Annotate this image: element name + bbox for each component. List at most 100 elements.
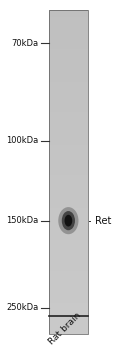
- Bar: [49, 51, 88, 52]
- Bar: [49, 78, 88, 80]
- Bar: [49, 284, 88, 285]
- Bar: [49, 140, 88, 141]
- Bar: [49, 329, 88, 330]
- Bar: [49, 61, 88, 62]
- Bar: [49, 314, 88, 316]
- Bar: [49, 114, 88, 116]
- Bar: [49, 279, 88, 280]
- Bar: [49, 70, 88, 72]
- Bar: [49, 133, 88, 135]
- Bar: [49, 120, 88, 122]
- Bar: [49, 290, 88, 292]
- Bar: [49, 154, 88, 156]
- Bar: [49, 20, 88, 22]
- Bar: [49, 10, 88, 12]
- Bar: [49, 28, 88, 30]
- Bar: [49, 183, 88, 185]
- Bar: [49, 40, 88, 41]
- Bar: [49, 317, 88, 319]
- Bar: [49, 117, 88, 119]
- Bar: [49, 127, 88, 128]
- Bar: [49, 238, 88, 240]
- Bar: [49, 112, 88, 114]
- Bar: [49, 44, 88, 46]
- Bar: [49, 254, 88, 256]
- Text: Rat brain: Rat brain: [47, 311, 83, 346]
- Bar: [49, 219, 88, 220]
- Bar: [49, 143, 88, 145]
- Bar: [49, 275, 88, 277]
- Bar: [49, 227, 88, 229]
- Bar: [49, 96, 88, 98]
- Bar: [49, 204, 88, 206]
- Bar: [49, 91, 88, 93]
- Text: 70kDa: 70kDa: [11, 39, 39, 48]
- Bar: [49, 156, 88, 158]
- Bar: [49, 324, 88, 326]
- Bar: [49, 41, 88, 43]
- Bar: [49, 177, 88, 178]
- Bar: [49, 15, 88, 17]
- Text: 150kDa: 150kDa: [6, 216, 39, 225]
- Bar: [49, 301, 88, 303]
- Bar: [49, 285, 88, 287]
- Bar: [49, 103, 88, 104]
- Bar: [49, 262, 88, 264]
- Bar: [49, 251, 88, 253]
- Bar: [49, 308, 88, 309]
- Bar: [49, 321, 88, 322]
- Bar: [49, 188, 88, 190]
- Bar: [49, 220, 88, 222]
- Bar: [49, 12, 88, 14]
- Bar: [49, 172, 88, 174]
- Bar: [49, 35, 88, 36]
- Bar: [49, 303, 88, 304]
- Bar: [49, 222, 88, 224]
- Bar: [49, 322, 88, 324]
- Bar: [49, 271, 88, 272]
- Bar: [49, 267, 88, 269]
- Bar: [49, 111, 88, 112]
- Bar: [49, 287, 88, 288]
- Bar: [49, 258, 88, 259]
- Bar: [49, 175, 88, 177]
- Bar: [49, 288, 88, 290]
- Bar: [49, 277, 88, 279]
- Bar: [49, 116, 88, 117]
- Ellipse shape: [58, 207, 78, 234]
- Bar: [49, 269, 88, 271]
- Bar: [49, 25, 88, 27]
- Bar: [49, 75, 88, 77]
- Bar: [49, 10, 88, 334]
- Bar: [49, 246, 88, 248]
- Bar: [49, 185, 88, 187]
- Bar: [49, 57, 88, 59]
- Bar: [49, 83, 88, 85]
- Bar: [49, 214, 88, 216]
- Bar: [49, 233, 88, 235]
- Bar: [49, 101, 88, 103]
- Bar: [49, 167, 88, 169]
- Bar: [49, 138, 88, 140]
- Bar: [49, 248, 88, 250]
- Bar: [49, 67, 88, 69]
- Text: 250kDa: 250kDa: [6, 303, 39, 312]
- Bar: [49, 135, 88, 136]
- Bar: [49, 130, 88, 132]
- Bar: [49, 46, 88, 48]
- Bar: [49, 159, 88, 161]
- Bar: [49, 17, 88, 19]
- Bar: [49, 109, 88, 111]
- Bar: [49, 259, 88, 261]
- Bar: [49, 56, 88, 57]
- Bar: [49, 191, 88, 193]
- Bar: [49, 240, 88, 242]
- Bar: [49, 187, 88, 188]
- Bar: [49, 128, 88, 130]
- Bar: [49, 230, 88, 232]
- Bar: [49, 245, 88, 246]
- Bar: [49, 49, 88, 51]
- Bar: [49, 27, 88, 28]
- Bar: [49, 80, 88, 82]
- Bar: [49, 82, 88, 83]
